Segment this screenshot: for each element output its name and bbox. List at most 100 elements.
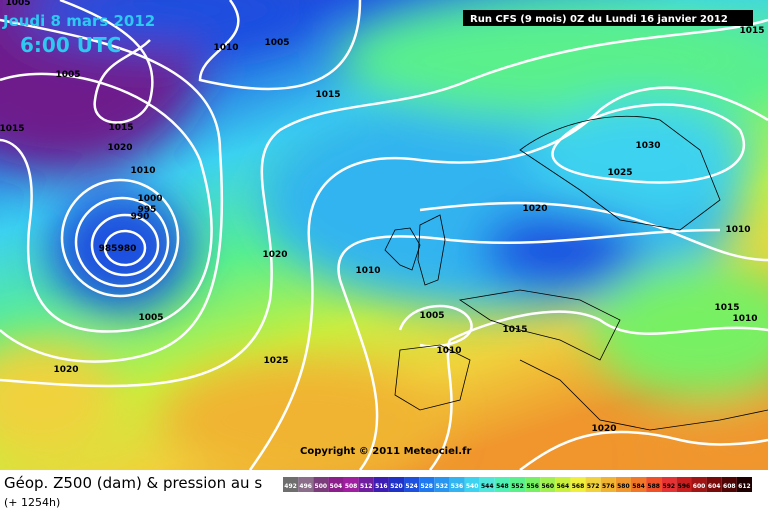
scale-label: 544	[481, 483, 494, 490]
scale-swatch	[570, 477, 586, 492]
isobar-label: 1015	[108, 123, 133, 133]
scale-swatch	[600, 477, 616, 492]
scale-swatch	[404, 477, 420, 492]
scale-label: 568	[572, 483, 585, 490]
time: 6:00 UTC	[20, 33, 121, 57]
isobar-label: 1005	[264, 38, 289, 48]
scale-label: 580	[617, 483, 630, 490]
coastlines	[384, 115, 768, 431]
scale-swatch	[373, 477, 389, 492]
scale-swatch	[449, 477, 465, 492]
scale-swatch	[585, 477, 601, 492]
scale-label: 584	[632, 483, 645, 490]
scale-swatch	[298, 477, 314, 492]
scale-swatch	[464, 477, 480, 492]
isobar-label: 1010	[355, 266, 380, 276]
scale-swatch	[343, 477, 359, 492]
isobar-label: 1005	[5, 0, 30, 8]
scale-label: 496	[299, 483, 312, 490]
scale-label: 548	[496, 483, 509, 490]
isobar-label: 1030	[635, 141, 660, 151]
isobar-label: 1005	[55, 70, 80, 80]
scale-label: 512	[360, 483, 373, 490]
scale-swatch	[736, 477, 752, 492]
run-info: Run CFS (9 mois) 0Z du Lundi 16 janvier …	[470, 14, 728, 25]
isobar-label: 985	[99, 244, 118, 254]
scale-label: 504	[330, 483, 343, 490]
isobar-label: 995	[138, 205, 157, 215]
scale-swatch	[283, 477, 299, 492]
scale-swatch	[615, 477, 631, 492]
isobar-label: 1015	[315, 90, 340, 100]
isobar-label: 1025	[607, 168, 632, 178]
scale-label: 576	[602, 483, 615, 490]
isobar-label: 990	[131, 212, 150, 222]
scale-swatch	[661, 477, 677, 492]
scale-label: 540	[466, 483, 479, 490]
isobars	[0, 0, 768, 470]
scale-swatch	[691, 477, 707, 492]
scale-label: 612	[738, 483, 751, 490]
isobar-label: 1020	[522, 204, 547, 214]
scale-swatch	[419, 477, 435, 492]
scale-swatch	[313, 477, 329, 492]
color-scale: 492 496 500 504 508 512 516 520 524 528 532 536 540 5…	[283, 477, 752, 492]
scale-swatch	[479, 477, 495, 492]
isobar-label: 1020	[53, 365, 78, 375]
isobar-labels: 1005 1010 1005 1005 1015 1015 1015 1020 1010 1000…	[0, 0, 765, 434]
footer-lead: (+ 1254h)	[4, 496, 60, 509]
date: Jeudi 8 mars 2012	[2, 12, 155, 30]
scale-label: 552	[511, 483, 524, 490]
scale-label: 596	[678, 483, 691, 490]
map-field	[0, 0, 768, 470]
scale-swatch	[646, 477, 662, 492]
copyright: Copyright © 2011 Meteociel.fr	[300, 446, 471, 457]
scale-label: 604	[708, 483, 721, 490]
scale-label: 520	[390, 483, 403, 490]
scale-label: 492	[284, 483, 297, 490]
scale-swatch	[509, 477, 526, 492]
isobar-label: 980	[118, 244, 137, 254]
scale-label: 556	[526, 483, 539, 490]
scale-label: 508	[345, 483, 358, 490]
scale-label: 532	[436, 483, 449, 490]
scale-label: 564	[557, 483, 570, 490]
scale-swatch	[706, 477, 722, 492]
scale-swatch	[540, 477, 556, 492]
scale-label: 572	[587, 483, 600, 490]
scale-swatch	[676, 477, 692, 492]
isobar-label: 1015	[0, 124, 25, 134]
isobar-label: 1020	[107, 143, 132, 153]
scale-swatch	[525, 477, 541, 492]
scale-label: 524	[405, 483, 418, 490]
scale-swatch	[494, 477, 510, 492]
isobar-label: 1020	[591, 424, 616, 434]
scale-label: 592	[663, 483, 676, 490]
isobar-label: 1025	[263, 356, 288, 366]
scale-label: 528	[420, 483, 433, 490]
isobar-label: 1010	[732, 314, 757, 324]
scale-swatch	[388, 477, 405, 492]
scale-swatch	[328, 477, 344, 492]
isobar-label: 1010	[130, 166, 155, 176]
scale-swatch	[358, 477, 374, 492]
scale-label: 588	[647, 483, 660, 490]
scale-swatch	[434, 477, 450, 492]
isobar-label: 1010	[725, 225, 750, 235]
scale-label: 560	[541, 483, 554, 490]
scale-label: 600	[693, 483, 706, 490]
isobar-label: 1015	[714, 303, 739, 313]
scale-label: 500	[315, 483, 328, 490]
isobar-label: 1010	[213, 43, 238, 53]
scale-swatch	[555, 477, 571, 492]
scale-label: 608	[723, 483, 736, 490]
isobar-label: 1020	[262, 250, 287, 260]
isobar-label: 1005	[419, 311, 444, 321]
isobar-label: 1000	[137, 194, 162, 204]
isobar-label: 1005	[138, 313, 163, 323]
isobar-label: 1010	[436, 346, 461, 356]
scale-label: 516	[375, 483, 388, 490]
scale-swatch	[630, 477, 647, 492]
